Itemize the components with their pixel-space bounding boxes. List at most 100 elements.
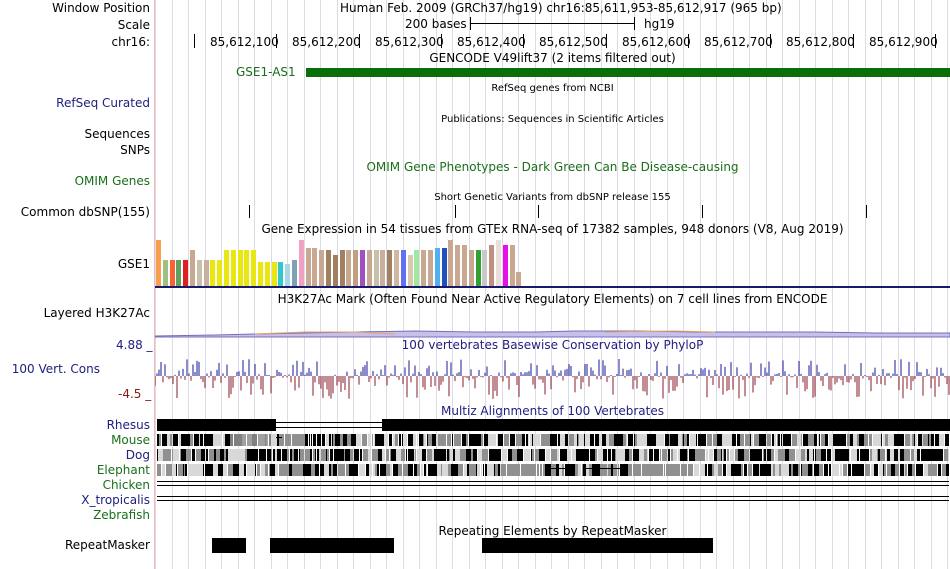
repeatmasker-label[interactable]: RepeatMasker — [64, 538, 150, 552]
repeat-element[interactable] — [270, 538, 394, 553]
alignment-block — [711, 464, 712, 476]
gtex-tissue-bar[interactable] — [387, 250, 392, 286]
alignment-block — [382, 449, 385, 461]
gtex-tissue-bar[interactable] — [285, 264, 290, 286]
gencode-gene-label[interactable]: GSE1-AS1 — [236, 65, 296, 79]
h3k27ac-label[interactable]: Layered H3K27Ac — [43, 306, 150, 320]
gtex-tissue-bar[interactable] — [414, 250, 419, 286]
gtex-tissue-bar[interactable] — [394, 250, 399, 286]
gtex-tissue-bar[interactable] — [448, 240, 453, 286]
gtex-tissue-bar[interactable] — [421, 250, 426, 286]
alignment-gap-line — [157, 485, 949, 486]
multiz-species-label[interactable]: Mouse — [111, 433, 150, 447]
alignment-block — [785, 449, 789, 461]
gencode-gene-bar[interactable] — [306, 68, 950, 77]
gtex-tissue-bar[interactable] — [217, 260, 222, 286]
gtex-tissue-bar[interactable] — [374, 250, 379, 286]
snp-tick[interactable] — [538, 205, 539, 218]
multiz-species-label[interactable]: Zebrafish — [93, 508, 150, 522]
gtex-tissue-bar[interactable] — [244, 250, 249, 286]
gtex-tissue-bar[interactable] — [401, 250, 406, 286]
alignment-block — [432, 434, 436, 446]
snp-tick[interactable] — [455, 205, 456, 218]
gtex-tissue-bar[interactable] — [224, 250, 229, 286]
gtex-tissue-bar[interactable] — [496, 240, 501, 286]
gtex-tissue-bar[interactable] — [346, 250, 351, 286]
alignment-block — [765, 464, 768, 476]
gtex-tissue-bar[interactable] — [428, 250, 433, 286]
multiz-species-label[interactable]: Rhesus — [106, 418, 150, 432]
gtex-tissue-bar[interactable] — [469, 250, 474, 286]
snp-tick[interactable] — [249, 205, 250, 218]
alignment-block — [157, 464, 161, 476]
alignment-block — [678, 434, 682, 446]
repeat-element[interactable] — [212, 538, 246, 553]
gtex-tissue-bar[interactable] — [408, 255, 413, 286]
phylop-label[interactable]: 100 Vert. Cons — [11, 362, 100, 376]
snp-tick[interactable] — [866, 205, 867, 218]
gtex-tissue-bar[interactable] — [197, 260, 202, 286]
gtex-tissue-bar[interactable] — [156, 240, 161, 286]
gtex-tissue-bar[interactable] — [340, 250, 345, 286]
gtex-tissue-bar[interactable] — [190, 250, 195, 286]
gtex-tissue-bar[interactable] — [251, 250, 256, 286]
alignment-block — [526, 434, 528, 446]
gtex-tissue-bar[interactable] — [462, 245, 467, 286]
gtex-tissue-bar[interactable] — [210, 260, 215, 286]
gtex-tissue-bar[interactable] — [503, 245, 508, 286]
gtex-tissue-bar[interactable] — [380, 250, 385, 286]
gtex-tissue-bar[interactable] — [299, 240, 304, 286]
alignment-block — [492, 434, 496, 446]
gtex-tissue-bar[interactable] — [306, 248, 311, 286]
repeat-element[interactable] — [482, 538, 713, 553]
gtex-tissue-bar[interactable] — [489, 245, 494, 286]
gtex-tissue-bar[interactable] — [292, 260, 297, 286]
alignment-block — [213, 434, 217, 446]
gtex-tissue-bar[interactable] — [360, 250, 365, 286]
alignment-block — [884, 464, 886, 476]
gtex-tissue-bar[interactable] — [476, 250, 481, 286]
gtex-tissue-bar[interactable] — [231, 250, 236, 286]
alignment-block — [615, 434, 620, 446]
alignment-block — [578, 434, 579, 446]
alignment-block — [754, 434, 759, 446]
gtex-tissue-bar[interactable] — [204, 260, 209, 286]
alignment-block — [750, 449, 752, 461]
multiz-species-label[interactable]: X_tropicalis — [81, 493, 150, 507]
multiz-species-label[interactable]: Elephant — [96, 463, 150, 477]
gtex-label[interactable]: GSE1 — [117, 257, 150, 271]
alignment-block — [383, 434, 384, 446]
gtex-tissue-bar[interactable] — [333, 255, 338, 286]
multiz-species-label[interactable]: Chicken — [102, 478, 150, 492]
gtex-tissue-bar[interactable] — [312, 248, 317, 286]
alignment-block — [659, 434, 664, 446]
gtex-tissue-bar[interactable] — [510, 245, 515, 286]
gtex-tissue-bar[interactable] — [183, 260, 188, 286]
gtex-tissue-bar[interactable] — [238, 250, 243, 286]
publications-snps-label[interactable]: SNPs — [120, 143, 150, 157]
gtex-tissue-bar[interactable] — [272, 262, 277, 286]
gtex-tissue-bar[interactable] — [435, 248, 440, 286]
gtex-tissue-bar[interactable] — [482, 250, 487, 286]
gtex-tissue-bar[interactable] — [516, 272, 521, 286]
alignment-block — [923, 434, 928, 446]
multiz-species-label[interactable]: Dog — [125, 448, 150, 462]
gtex-tissue-bar[interactable] — [367, 250, 372, 286]
dbsnp-label[interactable]: Common dbSNP(155) — [20, 205, 150, 219]
gtex-tissue-bar[interactable] — [455, 245, 460, 286]
gtex-tissue-bar[interactable] — [326, 250, 331, 286]
omim-label[interactable]: OMIM Genes — [74, 174, 150, 188]
publications-sequences-label[interactable]: Sequences — [84, 127, 150, 141]
gtex-tissue-bar[interactable] — [353, 250, 358, 286]
gtex-tissue-bar[interactable] — [176, 260, 181, 286]
gtex-tissue-bar[interactable] — [265, 262, 270, 286]
refseq-label[interactable]: RefSeq Curated — [56, 96, 150, 110]
gtex-tissue-bar[interactable] — [319, 250, 324, 286]
gtex-tissue-bar[interactable] — [442, 248, 447, 286]
gtex-tissue-bar[interactable] — [163, 260, 168, 286]
scale-bar — [470, 23, 635, 24]
snp-tick[interactable] — [702, 205, 703, 218]
gtex-tissue-bar[interactable] — [278, 262, 283, 286]
gtex-tissue-bar[interactable] — [170, 260, 175, 286]
gtex-tissue-bar[interactable] — [258, 262, 263, 286]
